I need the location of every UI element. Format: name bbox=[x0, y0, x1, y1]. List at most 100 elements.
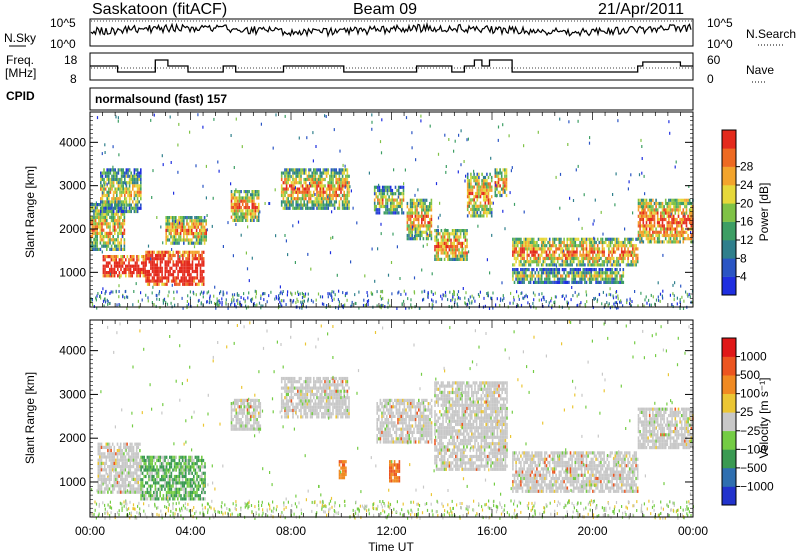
range-gate-cell bbox=[106, 455, 108, 458]
range-gate-cell bbox=[460, 245, 462, 248]
range-gate-cell bbox=[472, 214, 474, 217]
range-gate-cell bbox=[515, 247, 517, 250]
range-gate-cell bbox=[244, 212, 246, 215]
range-gate-cell bbox=[531, 274, 533, 277]
range-gate-cell bbox=[610, 238, 612, 241]
noise-point bbox=[136, 282, 137, 285]
noise-point bbox=[671, 303, 672, 306]
range-gate-cell bbox=[619, 257, 621, 260]
range-gate-cell bbox=[382, 195, 384, 198]
range-gate-cell bbox=[475, 202, 477, 205]
range-gate-cell bbox=[535, 257, 537, 260]
range-gate-cell bbox=[105, 207, 107, 210]
range-gate-cell bbox=[143, 274, 145, 277]
range-gate-cell bbox=[547, 247, 549, 250]
range-gate-cell bbox=[544, 238, 546, 241]
range-gate-cell bbox=[475, 182, 477, 185]
range-gate-cell bbox=[184, 270, 186, 273]
range-gate-cell bbox=[111, 175, 113, 178]
range-gate-cell bbox=[114, 462, 116, 465]
range-gate-cell bbox=[437, 248, 439, 251]
range-gate-cell bbox=[615, 268, 617, 271]
noise-point bbox=[626, 299, 627, 302]
range-gate-cell bbox=[512, 274, 514, 277]
range-gate-cell bbox=[108, 238, 110, 241]
range-gate-cell bbox=[616, 247, 618, 250]
range-gate-cell bbox=[603, 271, 605, 274]
range-gate-cell bbox=[141, 271, 143, 274]
range-gate-cell bbox=[673, 240, 675, 243]
range-gate-cell bbox=[615, 263, 617, 266]
range-gate-cell bbox=[165, 222, 167, 225]
range-gate-cell bbox=[111, 181, 113, 184]
range-gate-cell bbox=[149, 260, 151, 263]
range-gate-cell bbox=[632, 247, 634, 250]
range-gate-cell bbox=[557, 257, 559, 260]
range-gate-cell bbox=[676, 224, 678, 227]
range-gate-cell bbox=[287, 197, 289, 200]
range-gate-cell bbox=[119, 229, 121, 232]
range-gate-cell bbox=[514, 247, 516, 250]
range-gate-cell bbox=[594, 268, 596, 271]
range-gate-cell bbox=[137, 168, 139, 171]
range-gate-cell bbox=[247, 203, 249, 206]
range-gate-cell bbox=[676, 240, 678, 243]
range-gate-cell bbox=[124, 248, 126, 251]
range-gate-cell bbox=[499, 168, 501, 171]
range-gate-cell bbox=[597, 251, 599, 254]
noise-point bbox=[246, 252, 247, 255]
range-gate-cell bbox=[299, 204, 301, 207]
range-gate-cell bbox=[673, 237, 675, 240]
range-gate-cell bbox=[554, 257, 556, 260]
noise-point bbox=[330, 251, 331, 254]
range-gate-cell bbox=[555, 268, 557, 271]
range-gate-cell bbox=[310, 194, 312, 197]
range-gate-cell bbox=[455, 239, 457, 242]
range-gate-cell bbox=[392, 199, 394, 202]
range-gate-cell bbox=[586, 257, 588, 260]
noise-point bbox=[571, 286, 572, 289]
range-gate-cell bbox=[458, 251, 460, 254]
noise-point bbox=[148, 299, 149, 302]
range-gate-cell bbox=[195, 270, 197, 273]
range-gate-cell bbox=[319, 181, 321, 184]
noise-point bbox=[377, 290, 378, 293]
noise-point bbox=[159, 298, 160, 301]
range-gate-cell bbox=[95, 225, 97, 228]
range-gate-cell bbox=[124, 210, 126, 213]
range-gate-cell bbox=[481, 192, 483, 195]
range-gate-cell bbox=[329, 191, 331, 194]
range-gate-cell bbox=[231, 206, 233, 209]
range-gate-cell bbox=[127, 172, 129, 175]
range-gate-cell bbox=[655, 234, 657, 237]
range-gate-cell bbox=[334, 204, 336, 207]
range-gate-cell bbox=[559, 241, 561, 244]
range-gate-cell bbox=[334, 184, 336, 187]
range-gate-cell bbox=[123, 261, 125, 264]
range-gate-cell bbox=[104, 462, 106, 465]
range-gate-cell bbox=[307, 200, 309, 203]
range-gate-cell bbox=[256, 196, 258, 199]
noise-point bbox=[656, 299, 657, 302]
range-gate-cell bbox=[419, 205, 421, 208]
range-gate-cell bbox=[234, 206, 236, 209]
range-gate-cell bbox=[634, 244, 636, 247]
range-gate-cell bbox=[295, 207, 297, 210]
range-gate-cell bbox=[183, 222, 185, 225]
range-gate-cell bbox=[659, 240, 661, 243]
range-gate-cell bbox=[119, 241, 121, 244]
range-gate-cell bbox=[104, 216, 106, 219]
range-gate-cell bbox=[116, 204, 118, 207]
range-gate-cell bbox=[458, 239, 460, 242]
noise-point bbox=[689, 293, 690, 296]
range-gate-cell bbox=[407, 221, 409, 224]
range-gate-cell bbox=[110, 471, 112, 474]
range-gate-cell bbox=[663, 224, 665, 227]
range-gate-cell bbox=[102, 188, 104, 191]
range-gate-cell bbox=[101, 491, 103, 494]
range-gate-cell bbox=[467, 192, 469, 195]
range-gate-cell bbox=[347, 200, 349, 203]
range-gate-cell bbox=[522, 244, 524, 247]
noise-point bbox=[150, 257, 151, 260]
range-gate-cell bbox=[321, 204, 323, 207]
